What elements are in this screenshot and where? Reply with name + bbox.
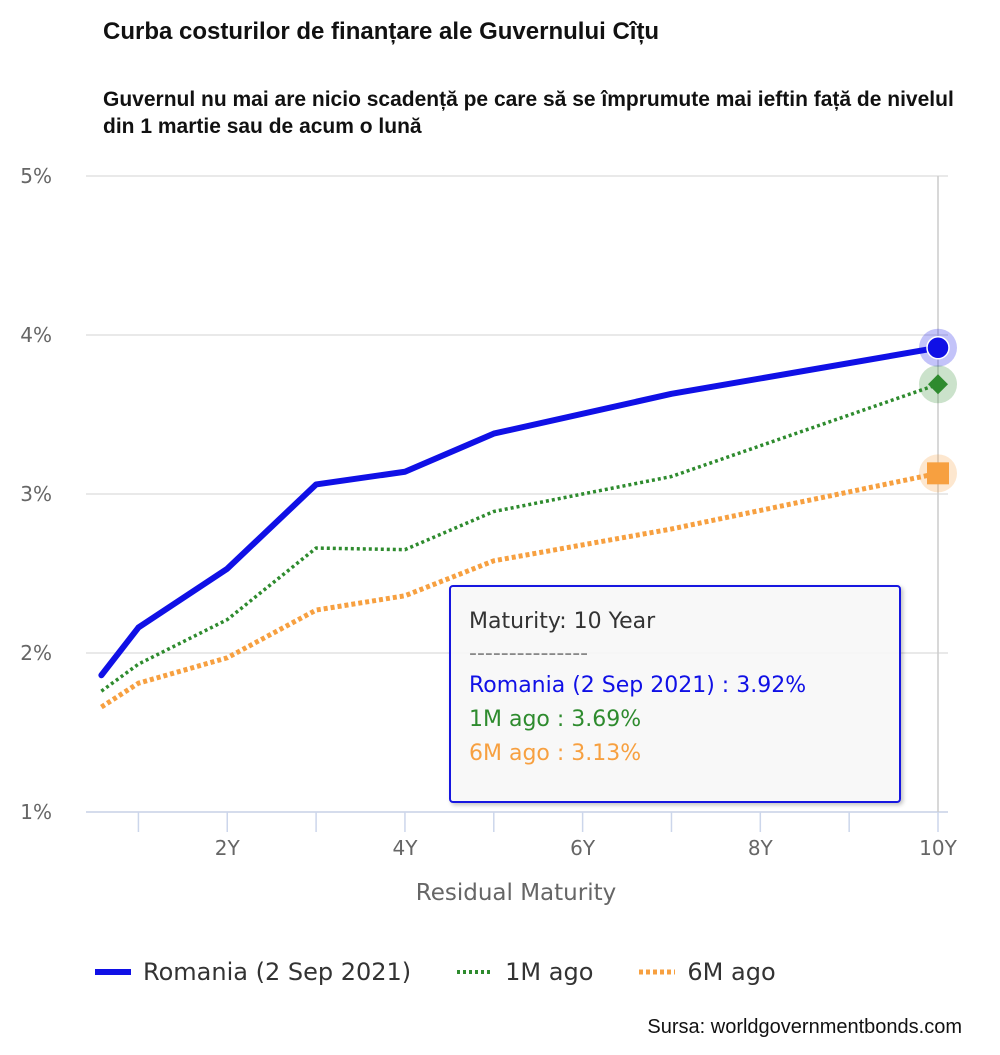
y-tick-label: 5% <box>20 164 52 188</box>
tooltip-row-6m: 6M ago : 3.13% <box>469 741 642 766</box>
source-note: Sursa: worldgovernmentbonds.com <box>647 1016 962 1038</box>
legend: Romania (2 Sep 2021) 1M ago 6M ago <box>95 958 822 986</box>
hover-marker-6m <box>927 462 949 485</box>
x-tick-label: 6Y <box>570 836 596 860</box>
legend-item-6m[interactable]: 6M ago <box>639 958 776 986</box>
tooltip-label-6m: 6M ago <box>469 741 550 766</box>
legend-item-1m[interactable]: 1M ago <box>457 958 593 986</box>
hover-marker-1m <box>928 374 948 395</box>
y-tick-label: 3% <box>20 482 52 506</box>
tooltip-row-1m: 1M ago : 3.69% <box>469 707 642 732</box>
legend-swatch-6m <box>639 969 676 975</box>
legend-label-romania: Romania (2 Sep 2021) <box>143 958 412 986</box>
tooltip-header: Maturity: 10 Year <box>469 609 656 634</box>
legend-item-romania[interactable]: Romania (2 Sep 2021) <box>95 958 411 986</box>
series-line-m6 <box>100 470 939 710</box>
y-tick-label: 4% <box>20 323 52 347</box>
hover-tooltip: Maturity: 10 Year --------------- Romani… <box>449 585 901 803</box>
tooltip-label-romania: Romania (2 Sep 2021) <box>469 673 715 698</box>
x-tick-label: 4Y <box>392 836 418 860</box>
y-tick-label: 1% <box>20 800 52 824</box>
chart-subtitle: Guvernul nu mai are nicio scadență pe ca… <box>103 88 954 138</box>
tooltip-separator: --------------- <box>469 641 589 666</box>
hover-marker-romania <box>926 335 950 360</box>
legend-label-1m: 1M ago <box>505 958 594 986</box>
x-tick-label: 10Y <box>919 836 957 860</box>
y-tick-label: 2% <box>20 641 52 665</box>
x-tick-label: 2Y <box>215 836 241 860</box>
series-line-romania <box>98 344 941 679</box>
legend-label-6m: 6M ago <box>687 958 776 986</box>
tooltip-label-1m: 1M ago <box>469 707 550 732</box>
chart-title: Curba costurilor de finanțare ale Guvern… <box>103 18 660 45</box>
x-axis-title: Residual Maturity <box>416 880 616 906</box>
tooltip-value-romania: 3.92% <box>736 673 807 698</box>
legend-swatch-1m <box>457 970 494 974</box>
series-line-m1 <box>100 382 939 693</box>
tooltip-value-6m: 3.13% <box>571 741 642 766</box>
x-tick-label: 8Y <box>748 836 774 860</box>
legend-swatch-romania <box>95 969 131 975</box>
tooltip-value-1m: 3.69% <box>571 707 642 732</box>
tooltip-row-romania: Romania (2 Sep 2021) : 3.92% <box>469 673 807 698</box>
